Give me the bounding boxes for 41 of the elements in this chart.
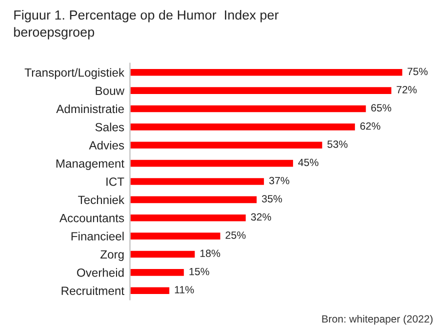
data-label: 25% xyxy=(226,231,246,239)
y-tick-label: Sales xyxy=(95,122,124,132)
bar xyxy=(130,249,196,260)
bar xyxy=(130,68,404,78)
y-tick-label: Zorg xyxy=(100,250,124,261)
y-tick-label: Financieel xyxy=(72,232,124,240)
data-label: 35% xyxy=(262,195,282,202)
data-label: 32% xyxy=(250,213,272,221)
bar xyxy=(130,268,186,278)
y-tick-label: Accountants xyxy=(59,214,124,222)
bar xyxy=(130,194,258,204)
y-tick-label: Advies xyxy=(88,140,124,150)
bar xyxy=(130,86,393,96)
text: Bron: whitepaper (2022) xyxy=(322,314,433,325)
bar xyxy=(130,158,294,168)
data-label: 37% xyxy=(269,176,290,184)
y-tick-label: Overheid xyxy=(77,268,124,277)
y-tick-label: ICT xyxy=(106,178,124,186)
bar xyxy=(130,286,171,296)
chart-title: Figuur 1. Percentage op de Humor Index per beroepsgroep xyxy=(14,10,279,40)
bar xyxy=(130,140,324,150)
bar xyxy=(130,104,368,114)
data-label: 15% xyxy=(190,268,210,276)
data-label: 53% xyxy=(327,140,348,148)
bar xyxy=(130,231,222,241)
y-tick-label: Transport/Logistiek xyxy=(24,68,124,80)
y-tick-label: Recruitment xyxy=(62,286,124,295)
data-label: 18% xyxy=(200,250,220,258)
bar xyxy=(130,176,266,186)
data-label: 45% xyxy=(298,158,318,166)
y-tick-label: Management xyxy=(56,159,124,170)
y-tick-label: Administratie xyxy=(56,104,124,114)
bar xyxy=(130,213,248,223)
data-label: 72% xyxy=(396,86,417,94)
data-label: 62% xyxy=(360,122,380,130)
y-tick-label: Techniek xyxy=(78,195,124,204)
bar xyxy=(130,122,356,132)
data-label: 11% xyxy=(174,286,194,294)
y-tick-label: Bouw xyxy=(96,86,124,95)
data-label: 65% xyxy=(371,104,392,112)
data-label: 75% xyxy=(408,68,428,76)
